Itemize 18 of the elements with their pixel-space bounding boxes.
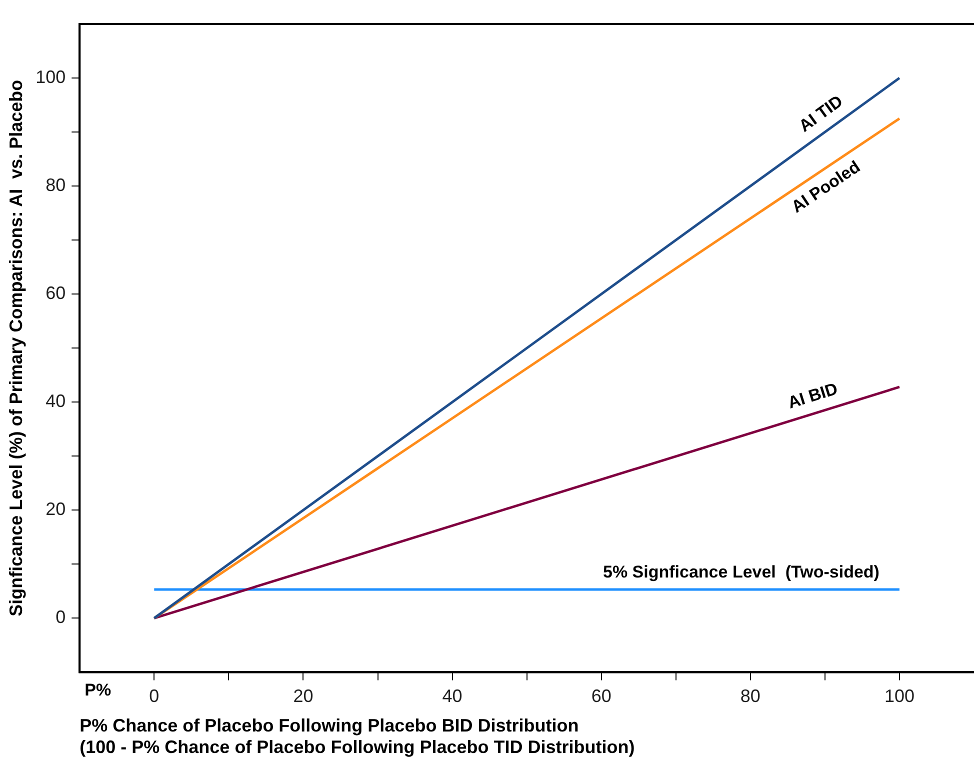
y-tick-label: 60 — [46, 283, 66, 304]
y-tick-label: 40 — [46, 391, 66, 412]
x-tick-label: 80 — [740, 686, 760, 706]
x-axis-title: P% Chance of Placebo Following Placebo BID Distribution (100 - P% Chance of Placebo Following Placebo TID Distribution) — [80, 716, 635, 758]
x-tick-label: 20 — [293, 686, 314, 706]
y-tick-label: 80 — [46, 175, 66, 196]
text: AI TID — [795, 92, 846, 136]
text: AI BID — [786, 379, 840, 412]
x-tick-label: 40 — [442, 686, 462, 706]
x-tick-label: 0 — [149, 686, 160, 706]
y-tick-label: 100 — [36, 66, 66, 87]
y-tick-label: 0 — [56, 607, 66, 628]
series-label: 5% Signficance Level (Two-sided) — [603, 562, 880, 582]
y-axis-title: Signficance Level (%) of Primary Comparisons: AI vs. Placebo — [6, 80, 26, 616]
x-tick-label: 60 — [591, 686, 612, 706]
y-tick-label: 20 — [46, 499, 66, 520]
x-tick-label: 100 — [884, 686, 914, 706]
text: P% — [84, 680, 112, 700]
